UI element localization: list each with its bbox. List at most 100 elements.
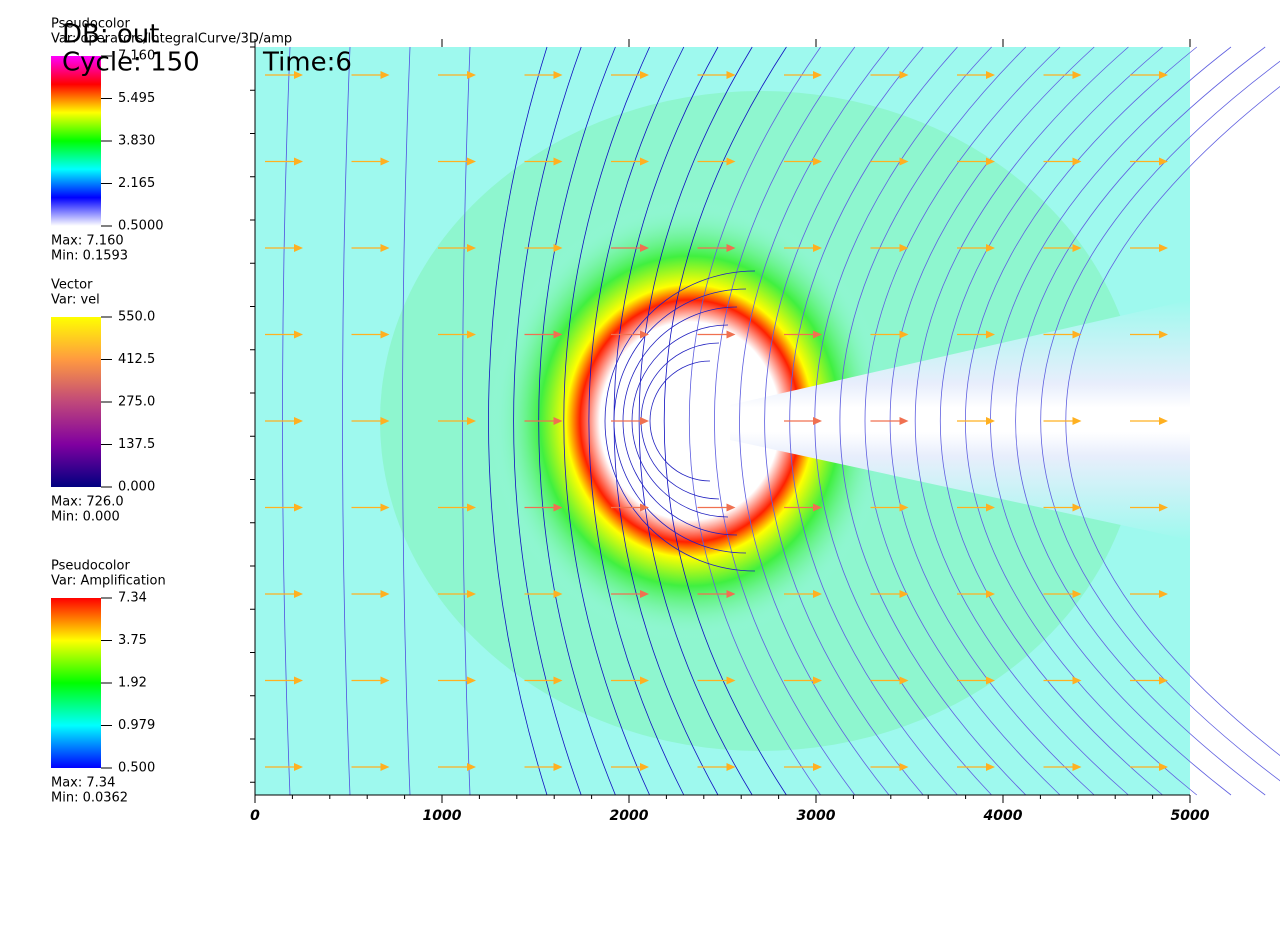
vector-head: [640, 503, 649, 512]
vector-head: [1072, 244, 1082, 252]
vector-head: [294, 157, 303, 166]
colorbar-label: 275.0: [118, 395, 155, 410]
vector-head: [380, 71, 390, 79]
time-label: Time:6: [262, 48, 352, 78]
vector-head: [467, 763, 476, 771]
vector-head: [380, 763, 390, 771]
vector-head: [726, 763, 736, 771]
vector-head: [726, 244, 736, 252]
streamline: [402, 46, 411, 796]
axes: 0 1000 2000 3000 4000 5000: [250, 39, 1210, 824]
streamline: [563, 46, 650, 796]
vector-head: [640, 590, 649, 598]
vector-head: [380, 676, 390, 685]
vector-head: [899, 676, 909, 685]
vector-head: [986, 330, 995, 339]
vector-head: [1159, 590, 1168, 598]
streamline: [488, 46, 548, 796]
vector-head: [726, 330, 736, 339]
vector-head: [813, 330, 822, 339]
colorbar: [51, 317, 101, 487]
vector-head: [553, 157, 563, 166]
vectors: [265, 71, 1168, 771]
streamline: [914, 46, 1129, 796]
vector-head: [640, 417, 649, 425]
vector-head: [640, 330, 649, 339]
vector-head: [1072, 157, 1082, 166]
streamline: [604, 270, 756, 572]
x-tick-label: 4000: [983, 808, 1023, 824]
vector-head: [813, 157, 822, 166]
legend-min: Min: 0.1593: [51, 249, 128, 264]
legend-max: Max: 7.160: [51, 234, 124, 249]
vector-head: [553, 590, 563, 598]
vector-head: [986, 417, 995, 425]
streamline: [663, 46, 787, 796]
vector-head: [813, 676, 822, 685]
vector-head: [467, 676, 476, 685]
vector-head: [1072, 763, 1082, 771]
vector-head: [1072, 676, 1082, 685]
vector-head: [1159, 763, 1168, 771]
vector-head: [1072, 590, 1082, 598]
vector-head: [1159, 244, 1168, 252]
vector-head: [726, 676, 736, 685]
vector-head: [640, 244, 649, 252]
vector-head: [640, 676, 649, 685]
vector-head: [986, 157, 995, 166]
x-tick-label: 1000: [423, 808, 462, 824]
x-tick-label: 3000: [797, 808, 836, 824]
vector-head: [1159, 71, 1168, 79]
vector-head: [1072, 71, 1082, 79]
vector-head: [813, 71, 822, 79]
vector-head: [294, 330, 303, 339]
colorbar-label: 0.000: [118, 480, 155, 495]
vector-head: [813, 417, 822, 425]
vector-head: [726, 590, 736, 598]
vector-head: [294, 71, 303, 79]
vector-head: [986, 503, 995, 512]
db-label: DB: out: [62, 20, 159, 50]
colorbar-label: 550.0: [118, 310, 155, 325]
vector-head: [1159, 417, 1168, 425]
streamline: [839, 46, 1027, 796]
vector-head: [1159, 157, 1168, 166]
plot-field: [255, 47, 1190, 795]
colorbar-label: 0.500: [118, 761, 155, 776]
streamline: [513, 46, 582, 796]
colorbar-label: 5.495: [118, 91, 155, 106]
vector-head: [553, 503, 563, 512]
vector-head: [1159, 676, 1168, 685]
vector-head: [294, 417, 303, 425]
streamline: [1040, 60, 1280, 782]
vector-head: [986, 244, 995, 252]
vector-head: [813, 503, 822, 512]
vector-head: [1159, 503, 1168, 512]
vector-head: [294, 503, 303, 512]
legend-max: Max: 7.34: [51, 776, 115, 791]
colorbar-label: 3.75: [118, 633, 147, 648]
colorbar-label: 412.5: [118, 352, 155, 367]
vector-head: [467, 417, 476, 425]
vector-head: [553, 244, 563, 252]
vector-head: [986, 676, 995, 685]
streamline: [1015, 46, 1266, 796]
vector-head: [640, 71, 649, 79]
vector-head: [899, 763, 909, 771]
vector-head: [1072, 503, 1082, 512]
vector-head: [380, 590, 390, 598]
colorbar: [51, 56, 101, 226]
vector-head: [294, 763, 303, 771]
vector-head: [553, 676, 563, 685]
vector-head: [294, 244, 303, 252]
colorbar-label: 7.160: [118, 49, 155, 64]
streamline: [588, 46, 685, 796]
legend-var: Var: Amplification: [51, 574, 166, 589]
legend-min: Min: 0.0362: [51, 791, 128, 806]
vector-head: [1072, 417, 1082, 425]
vector-head: [380, 330, 390, 339]
vector-head: [553, 71, 563, 79]
vector-head: [553, 763, 563, 771]
colorbar-label: 7.34: [118, 591, 147, 606]
